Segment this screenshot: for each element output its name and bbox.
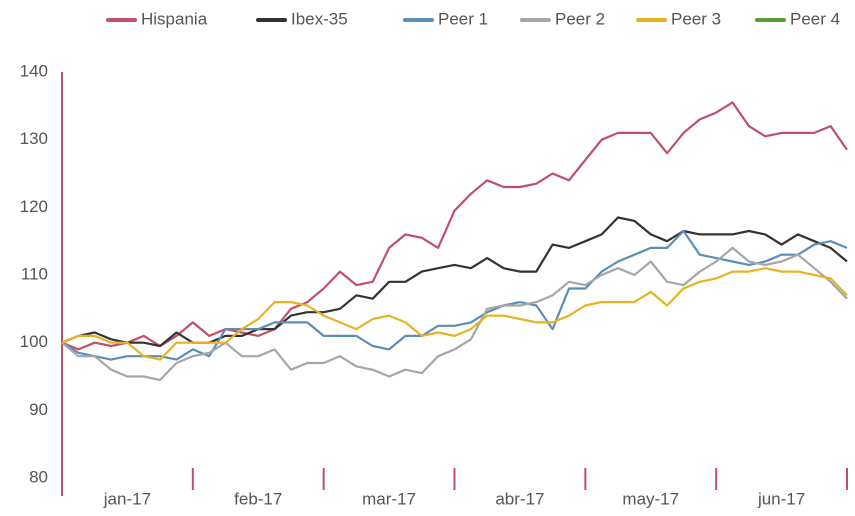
- series-line: [61, 267, 848, 361]
- y-tick-label: 80: [29, 467, 48, 486]
- series-line: [61, 101, 848, 351]
- x-tick-label: jan-17: [103, 489, 151, 508]
- legend-label: Ibex-35: [291, 9, 348, 28]
- series-line: [61, 246, 848, 381]
- series-line: [61, 229, 848, 361]
- y-tick-label: 100: [20, 332, 48, 351]
- x-tick-label: feb-17: [234, 489, 282, 508]
- x-tick-label: mar-17: [362, 489, 416, 508]
- legend-label: Peer 2: [555, 9, 605, 28]
- legend-label: Hispania: [141, 9, 208, 28]
- y-tick-label: 120: [20, 197, 48, 216]
- x-tick-label: abr-17: [495, 489, 544, 508]
- legend-label: Peer 1: [438, 9, 488, 28]
- y-tick-label: 110: [21, 264, 48, 283]
- legend-label: Peer 3: [671, 9, 721, 28]
- legend-label: Peer 4: [790, 9, 840, 28]
- y-tick-label: 90: [29, 400, 48, 419]
- x-tick-label: may-17: [622, 489, 679, 508]
- y-tick-label: 130: [20, 129, 48, 148]
- y-tick-label: 140: [20, 61, 48, 80]
- x-tick-label: jun-17: [757, 489, 805, 508]
